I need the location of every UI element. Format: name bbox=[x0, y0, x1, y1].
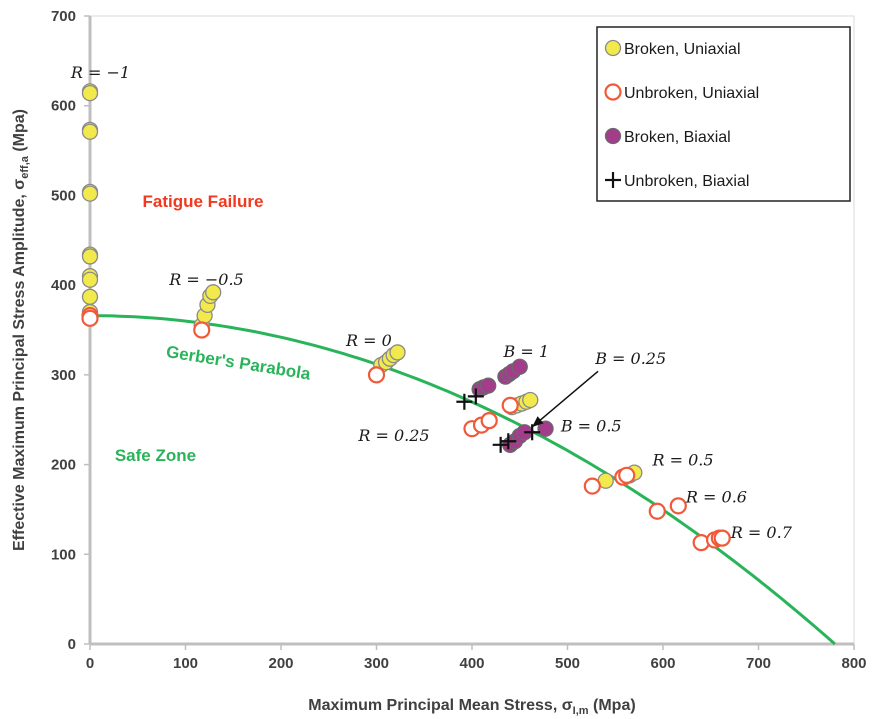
annotation-label: B = 1 bbox=[503, 342, 550, 361]
annotation-label: B = 0.5 bbox=[560, 416, 622, 435]
data-point bbox=[511, 358, 528, 375]
data-point bbox=[669, 497, 687, 515]
data-point bbox=[480, 377, 497, 394]
data-point bbox=[713, 529, 731, 547]
data-point bbox=[648, 502, 666, 520]
legend-items: Broken, Uniaxial Unbroken, Uniaxial Broken… bbox=[604, 39, 759, 190]
data-point bbox=[193, 321, 211, 339]
legend-label: Broken, Biaxial bbox=[624, 129, 731, 146]
annotation-label: R = 0.7 bbox=[730, 523, 793, 542]
data-point bbox=[537, 420, 554, 437]
data-point bbox=[367, 366, 386, 384]
data-point bbox=[501, 396, 519, 414]
data-point bbox=[583, 477, 601, 495]
x-tick-label: 0 bbox=[86, 655, 94, 672]
data-point bbox=[618, 466, 636, 484]
x-tick-label: 200 bbox=[268, 655, 293, 672]
x-tick-label: 100 bbox=[173, 655, 198, 672]
annotation-arrow-line bbox=[531, 370, 599, 428]
data-point bbox=[480, 412, 498, 430]
y-tick-label: 400 bbox=[51, 277, 76, 294]
data-points-layer bbox=[81, 83, 731, 552]
zone-label: Safe Zone bbox=[115, 446, 196, 465]
annotation-label: R = −1 bbox=[70, 63, 130, 82]
y-tick-label: 200 bbox=[51, 457, 76, 474]
legend-marker bbox=[604, 83, 622, 101]
annotation-arrow-head bbox=[532, 416, 544, 427]
y-tick-label: 500 bbox=[51, 187, 76, 204]
annotation-label: R = 0 bbox=[345, 331, 392, 350]
annotation-label: R = 0.25 bbox=[357, 426, 429, 445]
zone-label: Gerber's Parabola bbox=[165, 342, 312, 384]
annotation-label: B = 0.25 bbox=[594, 349, 666, 368]
legend-marker bbox=[604, 39, 622, 57]
x-tick-label: 600 bbox=[650, 655, 675, 672]
x-axis-title: Maximum Principal Mean Stress, σI,m (Mpa… bbox=[308, 697, 635, 717]
data-point bbox=[81, 271, 99, 288]
legend-label: Broken, Uniaxial bbox=[624, 41, 741, 58]
data-point bbox=[81, 123, 99, 140]
axes: 0 100 200 300 400 500 600 700 800 0 100 200 300 400 50… bbox=[51, 8, 867, 672]
zone-label: Fatigue Failure bbox=[143, 192, 264, 211]
data-point bbox=[524, 424, 541, 441]
data-point bbox=[500, 433, 517, 450]
data-point bbox=[81, 309, 99, 327]
data-point bbox=[205, 284, 222, 301]
annotation-label: R = 0.6 bbox=[685, 487, 747, 506]
x-tick-label: 300 bbox=[364, 655, 389, 672]
data-point bbox=[492, 436, 509, 453]
y-tick-label: 300 bbox=[51, 367, 76, 384]
x-tick-label: 800 bbox=[841, 655, 866, 672]
y-tick-label: 0 bbox=[68, 636, 76, 653]
y-tick-label: 700 bbox=[51, 8, 76, 25]
y-tick-label: 600 bbox=[51, 98, 76, 115]
legend-label: Unbroken, Uniaxial bbox=[624, 85, 759, 102]
y-axis-title: Effective Maximum Principal Stress Ampli… bbox=[11, 109, 31, 551]
legend-marker bbox=[605, 172, 621, 188]
data-point bbox=[467, 388, 484, 405]
legend-label: Unbroken, Biaxial bbox=[624, 173, 749, 190]
data-point bbox=[522, 391, 539, 409]
annotation-label: R = −0.5 bbox=[168, 270, 243, 289]
x-tick-label: 700 bbox=[746, 655, 771, 672]
legend: Broken, Uniaxial Unbroken, Uniaxial Broken… bbox=[596, 26, 851, 202]
x-tick-label: 500 bbox=[555, 655, 580, 672]
series-1 bbox=[81, 307, 731, 552]
data-point bbox=[81, 85, 99, 102]
annotation-label: R = 0.5 bbox=[651, 450, 713, 469]
y-tick-label: 100 bbox=[51, 546, 76, 563]
data-point bbox=[389, 344, 406, 361]
data-point bbox=[81, 248, 99, 265]
data-point bbox=[81, 288, 99, 305]
series-3 bbox=[456, 388, 541, 453]
legend-box bbox=[596, 26, 851, 202]
legend-marker bbox=[604, 127, 622, 145]
series-2 bbox=[471, 358, 554, 453]
data-point bbox=[81, 185, 99, 202]
data-point bbox=[456, 393, 473, 410]
x-tick-label: 400 bbox=[459, 655, 484, 672]
